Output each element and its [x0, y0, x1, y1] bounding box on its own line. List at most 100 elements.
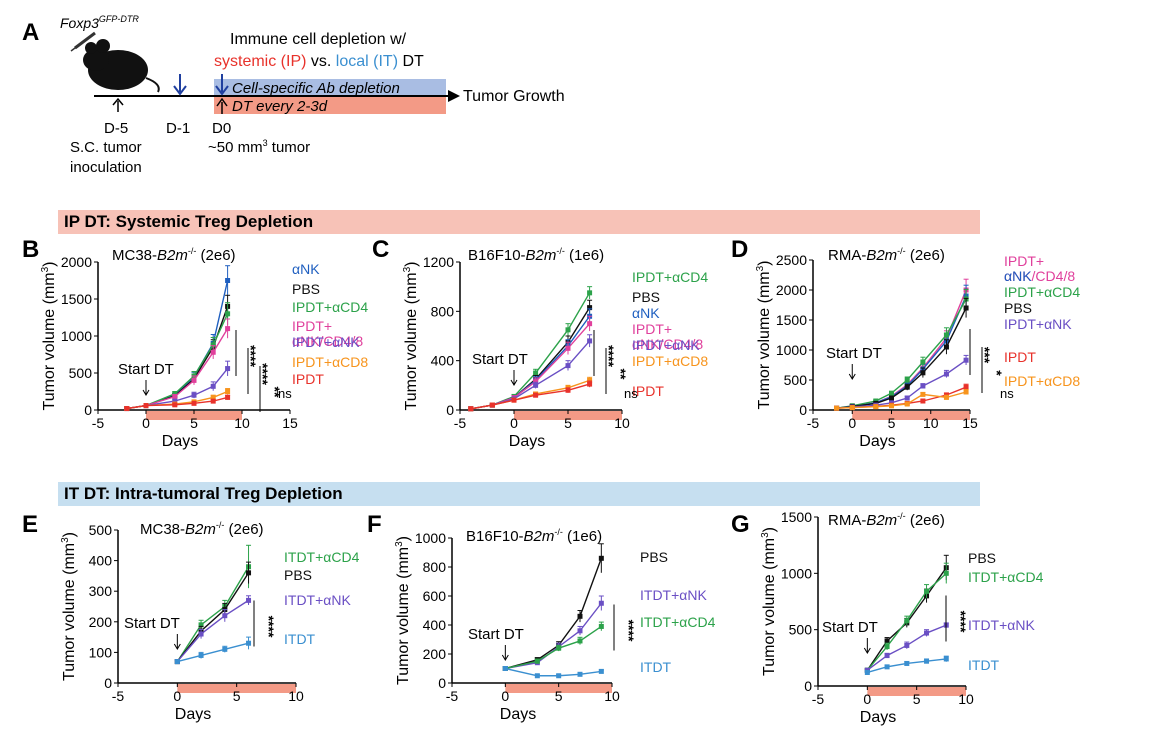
- legend-label: PBS: [968, 550, 996, 566]
- series-0: [174, 544, 252, 665]
- x-tick-label: 10: [234, 415, 250, 431]
- start-dt-arrowhead: [501, 654, 509, 661]
- data-point: [943, 656, 949, 662]
- y-axis-label: Tumor volume (mm3): [755, 261, 773, 410]
- day-minus5-label: D-5: [104, 120, 128, 137]
- data-point: [577, 638, 583, 644]
- panel-letter-b: B: [22, 236, 39, 263]
- series-6: [834, 389, 969, 411]
- y-tick-label: 100: [89, 644, 113, 660]
- chart-panel-f: F B16F10-B2m-/- (1e6)-5 0 5 1002004006008001…: [367, 511, 716, 723]
- sig-stars: ***: [977, 347, 993, 364]
- start-dt-arrowhead: [142, 389, 150, 396]
- tumor-size-label: ~50 mm3 tumor: [208, 138, 310, 156]
- y-tick-label: 2000: [61, 254, 92, 270]
- series-line: [177, 642, 249, 663]
- legend-label: ITDT+αCD4: [284, 549, 360, 565]
- x-tick-label: 5: [888, 415, 896, 431]
- data-point: [172, 391, 178, 397]
- dt-period-bar: [852, 411, 970, 420]
- data-point: [873, 404, 879, 410]
- x-tick-label: -5: [446, 688, 459, 704]
- data-point: [884, 664, 890, 670]
- chart-title: MC38-B2m-/- (2e6): [112, 246, 236, 264]
- data-point: [587, 305, 593, 311]
- start-dt-label: Start DT: [124, 615, 180, 632]
- x-tick-label: 15: [282, 415, 298, 431]
- chart-panel-g: G RMA-B2m-/- (2e6)-5 0 5 10050010001500DaysT…: [731, 509, 1044, 726]
- series-4: [834, 354, 969, 411]
- inoculation-line2: inoculation: [70, 159, 142, 176]
- data-point: [577, 671, 583, 677]
- data-point: [943, 394, 949, 400]
- y-tick-label: 0: [438, 675, 446, 691]
- x-tick-label: -5: [812, 691, 825, 707]
- panel-letter-g: G: [731, 511, 750, 538]
- data-point: [225, 311, 231, 317]
- arrow-d-minus5: [112, 97, 124, 112]
- y-tick-label: 1000: [781, 565, 812, 581]
- data-point: [489, 402, 495, 408]
- y-tick-label: 500: [69, 365, 93, 381]
- legend-label: IPDT+αNK: [292, 334, 360, 350]
- data-point: [565, 387, 571, 393]
- start-dt-label: Start DT: [472, 351, 528, 368]
- sig-stars: ****: [255, 363, 271, 385]
- ab-depletion-label: Cell-specific Ab depletion: [232, 80, 400, 97]
- data-point: [904, 642, 910, 648]
- data-point: [210, 383, 216, 389]
- data-point: [889, 390, 894, 396]
- chart-panel-e: E MC38-B2m-/- (2e6)-5 0 5 100100200300400500…: [22, 511, 360, 723]
- mouse-icon: [83, 39, 160, 93]
- x-tick-label: 10: [604, 688, 620, 704]
- y-tick-label: 0: [799, 402, 807, 418]
- chart-panel-d: D RMA-B2m-/- (2e6)-5 0 5 10 15050010001500200…: [731, 236, 1080, 450]
- legend-label: IPDT+αCD8: [1004, 373, 1080, 389]
- series-line: [836, 391, 967, 409]
- x-tick-label: 0: [863, 691, 871, 707]
- legend-label: IPDT+αNK: [632, 337, 700, 353]
- legend-label: PBS: [632, 289, 660, 305]
- data-point: [920, 359, 926, 365]
- x-tick-label: 5: [564, 415, 572, 431]
- y-axis-label: Tumor volume (mm3): [760, 527, 778, 676]
- legend-label: IPDT+ αNK/CD4/8: [632, 321, 703, 352]
- data-point: [924, 630, 930, 636]
- data-point: [963, 384, 969, 390]
- y-tick-label: 400: [89, 553, 113, 569]
- x-tick-label: 0: [173, 688, 181, 704]
- start-dt-label: Start DT: [118, 361, 174, 378]
- y-axis-label: Tumor volume (mm3): [40, 262, 58, 411]
- x-axis-label: Days: [859, 433, 895, 450]
- banner-intratumoral-depletion: IT DT: Intra-tumoral Treg Depletion: [58, 482, 980, 506]
- data-point: [533, 379, 539, 385]
- banner-systemic-depletion: IP DT: Systemic Treg Depletion: [58, 210, 980, 234]
- data-point: [598, 555, 604, 561]
- data-point: [246, 640, 252, 646]
- chart-title: RMA-B2m-/- (2e6): [828, 511, 945, 529]
- dt-bar: [214, 96, 446, 114]
- sig-stars: ****: [243, 345, 259, 367]
- y-tick-label: 1000: [61, 328, 92, 344]
- series-6: [468, 380, 593, 412]
- data-point: [198, 622, 204, 628]
- chart-title: B16F10-B2m-/- (1e6): [466, 527, 602, 545]
- x-tick-label: 5: [190, 415, 198, 431]
- legend-label: IPDT+αNK: [1004, 316, 1072, 332]
- x-axis-label: Days: [509, 433, 545, 450]
- data-point: [587, 321, 593, 327]
- y-tick-label: 400: [423, 617, 447, 633]
- x-tick-label: 10: [958, 691, 974, 707]
- legend-label: ITDT+αNK: [284, 592, 351, 608]
- panel-a-schematic: A Foxp3GFP-DTR Immune cell depletion w/ …: [22, 14, 565, 176]
- data-point: [924, 588, 930, 594]
- legend-label: ITDT+αNK: [640, 587, 707, 603]
- chart-title: RMA-B2m-/- (2e6): [828, 246, 945, 264]
- y-axis-label: Tumor volume (mm3): [402, 262, 420, 411]
- x-tick-label: 10: [923, 415, 939, 431]
- legend-label: ITDT+αNK: [968, 617, 1035, 633]
- series-3: [864, 655, 949, 675]
- series-line: [505, 667, 602, 677]
- y-tick-label: 500: [784, 372, 808, 388]
